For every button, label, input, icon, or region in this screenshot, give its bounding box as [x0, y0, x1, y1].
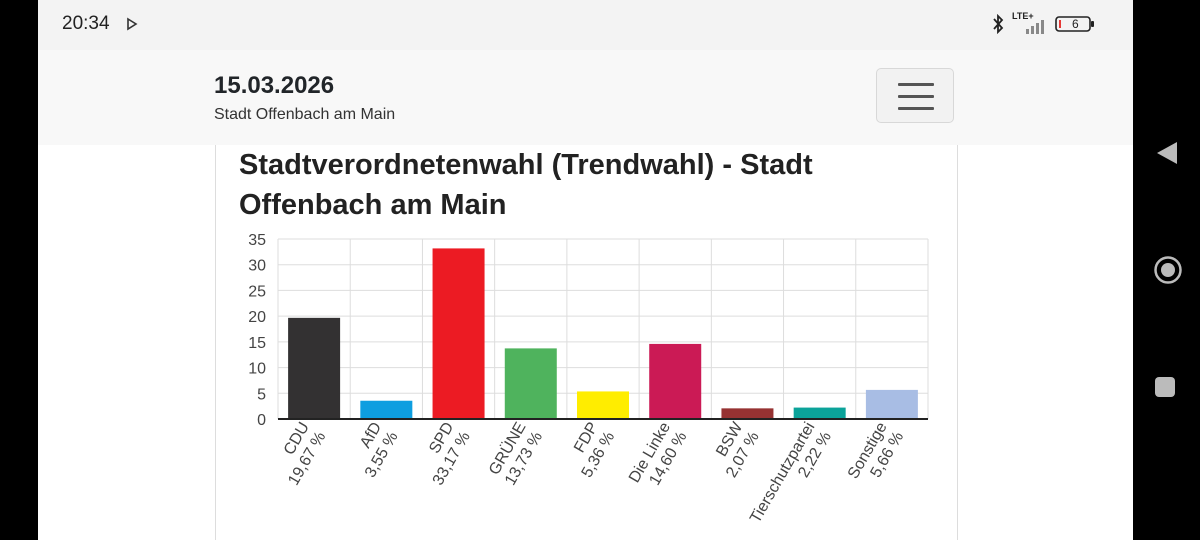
y-tick-label: 30 — [248, 258, 266, 275]
x-tick-label: Sonstige5,66 % — [845, 419, 907, 491]
result-card: Stadtverordnetenwahl (Trendwahl) - Stadt… — [215, 145, 958, 540]
network-type-label: LTE+ — [1012, 11, 1034, 21]
y-tick-label: 5 — [257, 386, 266, 403]
bar-die-linke — [649, 343, 702, 419]
x-tick-label: SPD33,17 % — [413, 420, 474, 489]
y-tick-label: 15 — [248, 335, 266, 352]
x-tick-label: BSW2,07 % — [707, 419, 764, 481]
bar-bsw — [721, 408, 774, 419]
y-tick-label: 20 — [248, 309, 266, 326]
bar-afd — [360, 400, 413, 419]
x-tick-label: FDP5,36 % — [562, 420, 618, 481]
y-tick-label: 10 — [248, 361, 266, 378]
recents-icon[interactable] — [1153, 375, 1177, 399]
signal-icon — [1026, 20, 1044, 34]
bar-fdp — [577, 391, 629, 419]
browser-viewport: 20:34 LTE+ 6 15.03.2026 Stadt Offenbach … — [38, 0, 1133, 540]
status-time: 20:34 — [62, 13, 110, 34]
bar-chart: 0 5 10 15 20 25 30 35 CDU19,67 % AfD3,55 % SPD33,1… — [248, 232, 929, 526]
system-navigation-bar — [1133, 0, 1200, 540]
back-icon[interactable] — [1153, 140, 1179, 166]
y-tick-label: 0 — [257, 412, 266, 429]
bar-cdu — [288, 317, 341, 419]
menu-button[interactable] — [876, 68, 954, 123]
x-tick-label: GRÜNE13,73 % — [485, 419, 546, 488]
bluetooth-icon — [993, 14, 1004, 34]
site-header: 15.03.2026 Stadt Offenbach am Main — [38, 50, 1133, 145]
y-tick-label: 35 — [248, 232, 266, 249]
x-tick-label: CDU19,67 % — [269, 420, 330, 489]
bar-sonstige — [865, 389, 918, 419]
page-date: 15.03.2026 — [214, 72, 335, 99]
bar-grüne — [504, 348, 557, 419]
battery-icon — [1055, 16, 1094, 32]
status-bar: 20:34 LTE+ 6 — [38, 0, 1133, 50]
page-subtitle: Stadt Offenbach am Main — [214, 106, 396, 123]
x-tick-label: AfD3,55 % — [346, 420, 402, 481]
bar-tierschutzpartei — [793, 407, 846, 419]
chart-title: Stadtverordnetenwahl (Trendwahl) - Stadt… — [239, 149, 813, 221]
home-icon[interactable] — [1153, 255, 1183, 285]
y-tick-label: 25 — [248, 283, 266, 300]
cast-icon — [127, 17, 138, 31]
x-tick-label: Die Linke14,60 % — [626, 419, 691, 495]
bar-spd — [432, 248, 485, 419]
battery-level-text: 6 — [1072, 17, 1079, 31]
